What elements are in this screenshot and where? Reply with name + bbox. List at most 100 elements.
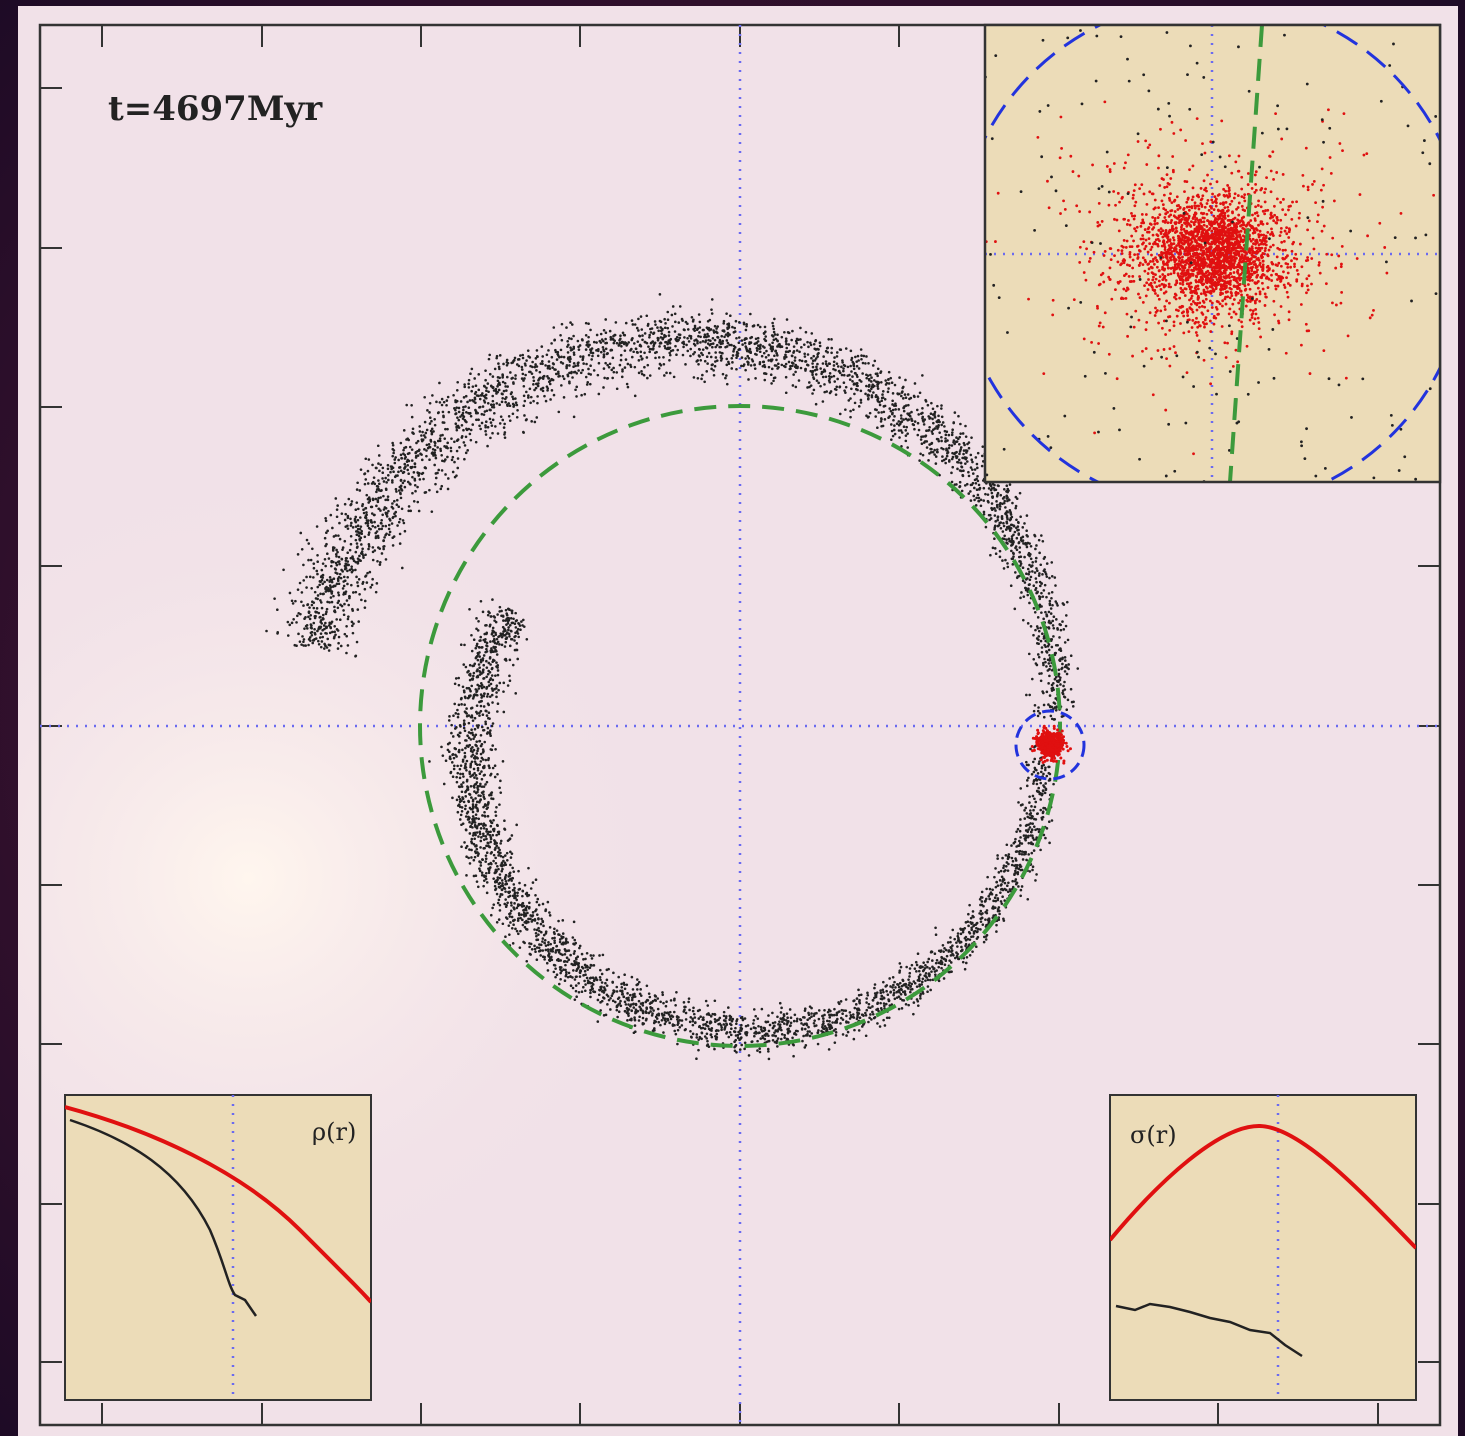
star — [463, 807, 467, 811]
star — [349, 556, 353, 560]
star — [927, 459, 930, 462]
star — [1024, 836, 1028, 840]
star — [573, 938, 577, 942]
star — [819, 367, 822, 370]
star — [643, 351, 646, 355]
star — [844, 408, 847, 411]
star — [1025, 693, 1028, 697]
star — [482, 832, 485, 836]
star — [907, 983, 911, 987]
star — [504, 890, 507, 893]
star — [776, 1015, 779, 1019]
star — [479, 733, 483, 737]
star — [536, 401, 539, 405]
star — [846, 365, 850, 369]
star — [945, 454, 949, 458]
star — [371, 524, 375, 528]
star — [972, 494, 976, 498]
star — [737, 336, 741, 339]
star — [1041, 573, 1044, 576]
star — [490, 687, 494, 690]
star — [951, 431, 954, 434]
star — [697, 362, 700, 366]
star — [492, 903, 496, 906]
star — [899, 429, 903, 432]
star — [552, 362, 555, 366]
star — [687, 340, 691, 343]
star — [1030, 814, 1034, 818]
star — [786, 350, 790, 354]
star — [767, 365, 771, 369]
star — [919, 992, 923, 996]
star — [359, 516, 362, 519]
star — [1049, 714, 1053, 718]
star — [1065, 672, 1069, 676]
star — [1044, 766, 1047, 770]
star — [803, 1007, 807, 1011]
star — [562, 355, 566, 359]
star — [755, 341, 758, 345]
star — [488, 417, 492, 421]
star — [334, 553, 338, 556]
star — [821, 375, 825, 379]
star — [695, 1057, 698, 1060]
star — [354, 550, 358, 554]
star — [921, 977, 925, 981]
star — [958, 450, 962, 453]
star — [463, 383, 466, 386]
star — [1037, 762, 1041, 766]
star — [300, 643, 303, 646]
star — [502, 863, 506, 867]
star — [545, 353, 549, 357]
star — [484, 393, 488, 397]
star — [402, 448, 405, 452]
star — [462, 405, 465, 409]
star — [528, 370, 531, 374]
star — [406, 452, 410, 456]
star — [979, 920, 983, 923]
star — [291, 602, 295, 605]
star — [1005, 521, 1009, 525]
star — [921, 417, 924, 420]
star — [335, 508, 339, 511]
star — [386, 495, 390, 498]
star — [387, 509, 390, 513]
star — [349, 517, 352, 521]
star — [682, 1010, 686, 1013]
star — [438, 381, 441, 385]
star — [361, 580, 365, 584]
star — [874, 372, 878, 376]
star — [723, 335, 726, 339]
star — [916, 1004, 920, 1007]
star — [823, 1008, 826, 1012]
star — [457, 418, 461, 422]
star — [557, 372, 560, 375]
star — [570, 337, 573, 341]
star — [978, 912, 981, 915]
star — [1003, 881, 1007, 885]
star — [1030, 677, 1034, 681]
star — [964, 435, 968, 438]
star — [389, 465, 393, 468]
star — [828, 372, 832, 375]
star — [832, 360, 836, 364]
star — [474, 774, 478, 777]
star — [354, 654, 358, 658]
star — [990, 502, 994, 505]
star — [1039, 639, 1043, 643]
star — [466, 670, 469, 674]
star — [806, 1030, 810, 1033]
star — [740, 339, 744, 342]
star — [367, 533, 371, 536]
star — [1004, 868, 1007, 872]
star — [595, 341, 598, 344]
star — [514, 401, 518, 404]
star — [493, 840, 497, 843]
star — [782, 1022, 786, 1025]
star — [1037, 655, 1041, 659]
star — [721, 339, 725, 343]
star — [746, 354, 750, 358]
star — [479, 794, 482, 798]
star — [468, 848, 471, 851]
star — [398, 517, 402, 521]
